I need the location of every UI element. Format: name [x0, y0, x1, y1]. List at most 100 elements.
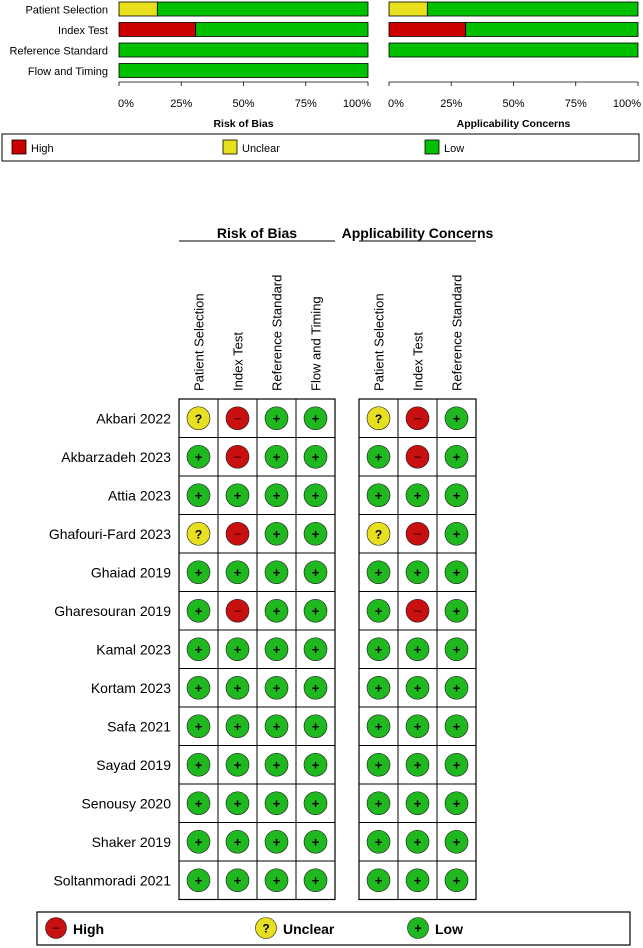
- low-symbol: +: [414, 921, 422, 936]
- low-symbol: +: [414, 565, 422, 580]
- judgement-mark-low: +: [225, 829, 250, 854]
- low-symbol: +: [273, 873, 281, 888]
- app-grid: ? − + + − + + + +? − + + + + + − + + + + + + + + + + + + + + + + + + + + + +: [358, 398, 477, 901]
- low-symbol: +: [375, 873, 383, 888]
- low-symbol: +: [195, 719, 203, 734]
- low-symbol: +: [312, 603, 320, 618]
- app-column-header: Index Test: [411, 332, 426, 391]
- low-circle: [405, 714, 430, 739]
- low-symbol: +: [414, 873, 422, 888]
- low-symbol: +: [453, 834, 461, 849]
- low-symbol: +: [195, 873, 203, 888]
- judgement-mark-unclear: ?: [186, 521, 211, 546]
- rob-bar-high: [118, 22, 197, 37]
- low-symbol: +: [195, 488, 203, 503]
- low-symbol: +: [312, 873, 320, 888]
- low-circle: [366, 560, 391, 585]
- judgement-mark-low: +: [264, 868, 289, 893]
- rob-bar-unclear: [118, 1, 158, 17]
- judgement-mark-low: +: [303, 560, 328, 585]
- study-label: Ghaiad 2019: [91, 564, 171, 580]
- low-circle: [444, 406, 469, 431]
- low-symbol: +: [273, 526, 281, 541]
- judgement-mark-low: +: [444, 406, 469, 431]
- rob-bar-low: [195, 22, 369, 37]
- high-circle: [225, 406, 250, 431]
- judgement-mark-low: +: [405, 560, 430, 585]
- app-bar-low: [388, 42, 639, 58]
- judgement-mark-low: +: [225, 483, 250, 508]
- study-label: Attia 2023: [108, 487, 171, 503]
- judgement-mark-low: +: [186, 675, 211, 700]
- judgement-mark-unclear: ?: [366, 521, 391, 546]
- judgement-mark-unclear: ?: [255, 917, 277, 939]
- unclear-symbol: ?: [195, 527, 202, 541]
- low-circle: [186, 598, 211, 623]
- high-symbol: −: [234, 526, 242, 541]
- study-label: Kamal 2023: [96, 641, 171, 657]
- judgement-mark-low: +: [264, 521, 289, 546]
- low-circle: [225, 791, 250, 816]
- low-circle: [303, 714, 328, 739]
- judgement-mark-low: +: [407, 917, 429, 939]
- low-symbol: +: [312, 796, 320, 811]
- judgement-mark-low: +: [186, 791, 211, 816]
- judgement-mark-unclear: ?: [186, 406, 211, 431]
- rob-summary-chart: Patient Selection Index Test Reference Sta…: [10, 1, 371, 130]
- low-circle: [264, 560, 289, 585]
- low-circle: [186, 868, 211, 893]
- judgement-mark-low: +: [264, 714, 289, 739]
- unclear-symbol: ?: [195, 412, 202, 426]
- low-symbol: +: [312, 834, 320, 849]
- low-circle: [225, 752, 250, 777]
- high-symbol: −: [52, 921, 60, 936]
- judgement-mark-low: +: [264, 829, 289, 854]
- low-symbol: +: [453, 603, 461, 618]
- low-circle: [264, 483, 289, 508]
- judgement-mark-low: +: [225, 637, 250, 662]
- low-symbol: +: [195, 603, 203, 618]
- low-circle: [303, 598, 328, 623]
- judgement-mark-low: +: [366, 637, 391, 662]
- unclear-symbol: ?: [375, 527, 382, 541]
- study-label: Safa 2021: [107, 718, 171, 734]
- judgement-mark-low: +: [366, 444, 391, 469]
- app-column-header: Reference Standard: [450, 275, 465, 391]
- low-circle: [303, 444, 328, 469]
- low-symbol: +: [273, 796, 281, 811]
- low-symbol: +: [414, 796, 422, 811]
- study-label: Soltanmoradi 2021: [53, 872, 171, 888]
- low-circle: [186, 714, 211, 739]
- judgement-mark-high: −: [405, 444, 430, 469]
- rob-column-header: Reference Standard: [270, 275, 285, 391]
- app-bar-high: [388, 22, 467, 37]
- judgement-mark-low: +: [366, 675, 391, 700]
- low-symbol: +: [273, 680, 281, 695]
- judgement-mark-low: +: [186, 829, 211, 854]
- app-bar-unclear: [388, 1, 428, 17]
- low-circle: [303, 406, 328, 431]
- low-symbol: +: [234, 757, 242, 772]
- low-circle: [405, 868, 430, 893]
- rob-column-header: Index Test: [231, 332, 246, 391]
- unclear-symbol: ?: [262, 922, 269, 936]
- judgement-mark-low: +: [444, 521, 469, 546]
- low-circle: [225, 637, 250, 662]
- judgement-mark-low: +: [366, 829, 391, 854]
- low-symbol: +: [234, 719, 242, 734]
- low-symbol: +: [453, 449, 461, 464]
- judgement-mark-low: +: [366, 560, 391, 585]
- low-circle: [366, 714, 391, 739]
- high-circle: [225, 598, 250, 623]
- judgement-mark-high: −: [225, 444, 250, 469]
- judgement-mark-low: +: [405, 868, 430, 893]
- low-symbol: +: [375, 834, 383, 849]
- low-symbol: +: [273, 565, 281, 580]
- judgement-mark-low: +: [444, 714, 469, 739]
- low-symbol: +: [273, 757, 281, 772]
- x-tick-label: 75%: [565, 98, 587, 110]
- rob-bar-low: [156, 1, 369, 17]
- low-circle: [366, 752, 391, 777]
- summary-legend: High Unclear Low: [1, 133, 640, 162]
- legend-swatch-high: [11, 139, 27, 155]
